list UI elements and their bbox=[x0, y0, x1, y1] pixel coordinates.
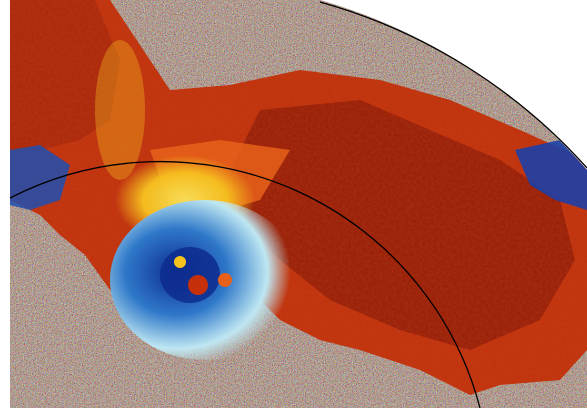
hook-echo-spot-2 bbox=[218, 273, 232, 287]
range-ring-inner bbox=[9, 160, 481, 408]
inbound-patch-left bbox=[10, 145, 70, 210]
hook-echo-spot-3 bbox=[174, 256, 186, 268]
inbound-patch-far-right bbox=[515, 140, 587, 210]
transition-streak bbox=[95, 40, 145, 180]
range-ring-outer bbox=[319, 1, 587, 169]
hook-echo-spot-1 bbox=[188, 275, 208, 295]
inbound-core bbox=[160, 247, 220, 303]
